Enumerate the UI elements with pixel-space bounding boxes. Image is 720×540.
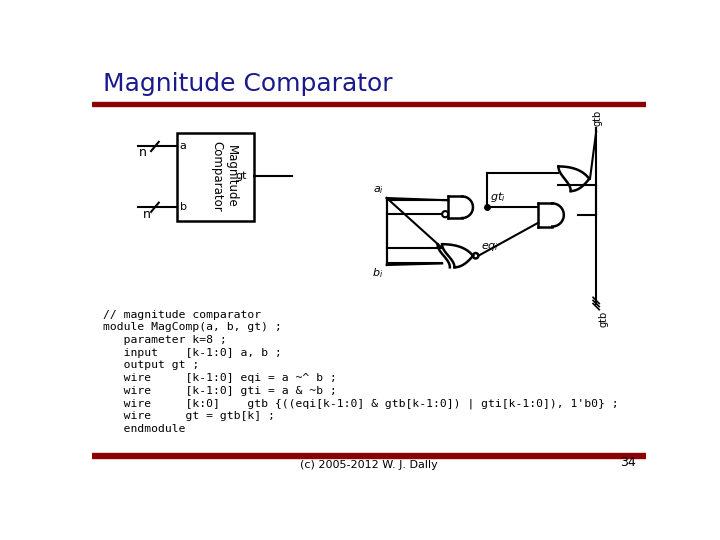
Bar <box>176 132 253 221</box>
Text: n: n <box>139 146 147 159</box>
Bar <box>92 453 647 457</box>
Text: 34: 34 <box>620 456 636 469</box>
Text: $b_i$: $b_i$ <box>372 267 384 280</box>
Text: wire     [k-1:0] eqi = a ~^ b ;: wire [k-1:0] eqi = a ~^ b ; <box>104 373 337 383</box>
Text: $eq_i$: $eq_i$ <box>482 241 500 253</box>
Text: module MagComp(a, b, gt) ;: module MagComp(a, b, gt) ; <box>104 322 282 332</box>
Text: $a_i$: $a_i$ <box>373 185 384 197</box>
Text: $gt_i$: $gt_i$ <box>490 190 505 204</box>
Text: wire     gt = gtb[k] ;: wire gt = gtb[k] ; <box>104 411 275 421</box>
Text: gt: gt <box>235 172 246 181</box>
Text: wire     [k-1:0] gti = a & ~b ;: wire [k-1:0] gti = a & ~b ; <box>104 386 337 396</box>
Text: parameter k=8 ;: parameter k=8 ; <box>104 335 227 345</box>
Circle shape <box>442 211 449 217</box>
Text: output gt ;: output gt ; <box>104 361 199 370</box>
Text: Magnitude Comparator: Magnitude Comparator <box>102 72 392 97</box>
Text: n: n <box>143 208 151 221</box>
Text: input    [k-1:0] a, b ;: input [k-1:0] a, b ; <box>104 348 282 358</box>
Text: // magnitude comparator: // magnitude comparator <box>104 309 261 320</box>
Text: Magnitude
Comparator: Magnitude Comparator <box>210 141 238 212</box>
Text: gtb: gtb <box>598 311 608 327</box>
Text: a: a <box>179 141 186 151</box>
Text: b: b <box>179 202 186 212</box>
Text: (c) 2005-2012 W. J. Dally: (c) 2005-2012 W. J. Dally <box>300 460 438 470</box>
Text: wire     [k:0]    gtb {((eqi[k-1:0] & gtb[k-1:0]) | gti[k-1:0]), 1'b0} ;: wire [k:0] gtb {((eqi[k-1:0] & gtb[k-1:0… <box>104 399 619 409</box>
Text: gtb: gtb <box>593 110 603 126</box>
Circle shape <box>473 253 478 259</box>
Bar <box>92 102 647 106</box>
Text: endmodule: endmodule <box>104 424 186 434</box>
